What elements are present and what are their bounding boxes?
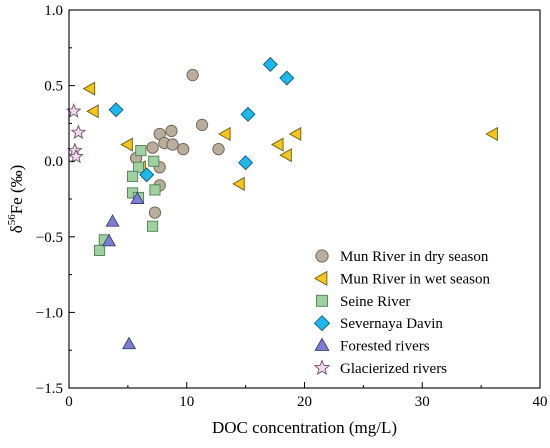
y-title-rest: Fe (‰) [7, 165, 26, 215]
legend-marker [316, 294, 328, 307]
data-point [271, 137, 284, 152]
data-point [108, 102, 124, 118]
legend-marker [313, 359, 331, 376]
x-tick-label: 10 [179, 394, 194, 410]
data-point [177, 142, 190, 156]
y-tick-label: −1.0 [36, 305, 63, 321]
data-point [101, 233, 117, 247]
legend-item: Forested rivers [314, 337, 430, 355]
y-tick-label: 1.0 [44, 3, 63, 19]
data-point [127, 170, 139, 182]
data-point [485, 126, 498, 142]
x-tick-label: 0 [65, 394, 73, 410]
data-point [135, 145, 147, 157]
series-6 [65, 103, 87, 164]
x-tick-label: 40 [533, 394, 548, 410]
legend-label: Glacierized rivers [340, 361, 447, 377]
data-point [279, 148, 292, 163]
data-point [232, 176, 245, 191]
data-point [279, 70, 295, 86]
y-tick-label: 0.0 [44, 154, 63, 170]
legend-label: Mun River in dry season [340, 249, 489, 265]
data-point [186, 68, 199, 82]
y-axis-title: δ56Fe (‰) [6, 165, 26, 234]
data-point [262, 56, 278, 72]
series-1 [129, 68, 225, 219]
data-point [94, 244, 106, 256]
plot-area [65, 56, 498, 350]
data-point [121, 336, 137, 350]
data-point [68, 148, 84, 164]
axes: 0 10 20 30 40 −1.5 −1.0 −0.5 0.0 0.5 1.0 [36, 3, 548, 410]
data-point [146, 141, 159, 154]
data-point [132, 161, 145, 173]
data-point [82, 81, 96, 96]
data-point [149, 184, 161, 196]
series-5 [101, 191, 145, 350]
data-point [139, 167, 155, 183]
data-point [86, 104, 99, 119]
legend-item: Mun River in dry season [315, 249, 489, 265]
legend-label: Forested rivers [340, 339, 430, 355]
y-title-superscript: 56 [6, 214, 18, 226]
legend-marker [313, 270, 328, 286]
legend-marker [315, 249, 329, 263]
data-point [288, 126, 302, 142]
legend-item: Severnaya Davin [313, 315, 443, 332]
x-tick-label: 20 [297, 394, 312, 410]
legend-item: Mun River in wet season [313, 270, 490, 287]
data-point [148, 155, 160, 167]
legend-label: Severnaya Davin [340, 316, 443, 332]
data-point [130, 191, 145, 204]
legend-label: Seine River [340, 294, 410, 310]
data-point [147, 220, 159, 232]
data-point [166, 138, 179, 151]
legend: Mun River in dry season Mun River in wet … [313, 249, 490, 377]
y-tick-label: −0.5 [36, 230, 63, 246]
x-axis-title: DOC concentration (mg/L) [212, 418, 397, 437]
data-point [70, 124, 87, 140]
data-point [120, 137, 133, 152]
series-3 [94, 145, 161, 256]
y-tick-label: 0.5 [44, 79, 63, 95]
legend-marker [314, 337, 330, 351]
data-point [165, 124, 178, 138]
legend-label: Mun River in wet season [340, 271, 490, 287]
data-point [212, 142, 225, 156]
x-tick-label: 30 [415, 394, 430, 410]
y-title-delta: δ [7, 225, 26, 233]
data-point [218, 126, 231, 142]
data-point [105, 214, 120, 227]
data-point [148, 206, 162, 219]
data-point [238, 155, 254, 171]
data-point [240, 106, 256, 122]
legend-marker [313, 315, 331, 332]
data-point [195, 118, 209, 132]
series-4 [108, 56, 295, 183]
legend-item: Glacierized rivers [313, 359, 447, 377]
y-tick-label: −1.5 [36, 381, 63, 397]
legend-item: Seine River [316, 294, 410, 310]
